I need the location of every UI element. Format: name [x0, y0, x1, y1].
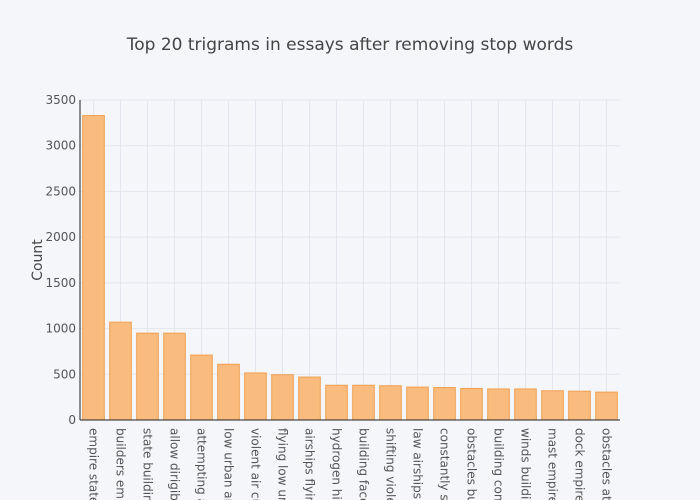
bar	[433, 387, 456, 421]
bar	[352, 384, 375, 421]
bar	[325, 384, 348, 421]
x-tick-label: hydrogen hig	[330, 428, 344, 500]
x-tick-label: law airships t	[411, 428, 425, 500]
bar	[379, 385, 402, 421]
bar	[298, 376, 321, 421]
y-tick-label: 2500	[45, 184, 76, 198]
bar	[595, 391, 618, 421]
bar	[217, 363, 240, 421]
bar	[271, 374, 294, 421]
x-tick-label: state buildin	[141, 428, 155, 500]
bar	[568, 390, 591, 421]
x-tick-label: building face	[357, 428, 371, 500]
x-tick-label: allow dirigibl	[168, 428, 182, 500]
x-tick-label: airships flyin	[303, 428, 317, 500]
y-tick-label: 1000	[45, 322, 76, 336]
y-axis-title: Count	[30, 239, 46, 281]
bar	[82, 115, 105, 421]
bar	[487, 388, 510, 421]
chart-title: Top 20 trigrams in essays after removing…	[126, 35, 574, 55]
bars	[82, 115, 618, 421]
x-tick-label: flying low urb	[276, 428, 290, 500]
x-tick-label: obstacles att	[600, 428, 614, 500]
bar	[136, 332, 159, 421]
x-tick-label: constantly sh	[438, 428, 452, 500]
bar	[460, 387, 483, 421]
x-tick-label: dock empire	[573, 428, 587, 500]
bar	[190, 354, 213, 421]
x-tick-label: obstacles bu	[465, 428, 479, 500]
x-tick-label: shifting viole	[384, 428, 398, 500]
x-tick-label: violent air cu	[249, 428, 263, 500]
x-tick-label: mast empire	[546, 428, 560, 500]
y-tick-label: 3500	[45, 93, 76, 107]
bar	[514, 388, 537, 421]
labels: 0 500 1000 1500 2000 2500 3000 3500 empire state…	[45, 93, 613, 500]
x-tick-label: attempting a	[195, 428, 209, 500]
x-tick-label: empire state	[87, 428, 101, 500]
y-tick-label: 500	[53, 367, 76, 381]
y-tick-label: 2000	[45, 230, 76, 244]
y-tick-label: 0	[68, 413, 76, 427]
x-tick-label: builders emp	[114, 428, 128, 500]
x-tick-label: building con	[492, 428, 506, 500]
y-tick-label: 1500	[45, 276, 76, 290]
bar	[109, 321, 132, 421]
bar	[541, 390, 564, 421]
y-tick-label: 3000	[45, 139, 76, 153]
bar	[163, 332, 186, 421]
x-tick-label: low urban ar	[222, 428, 236, 500]
x-tick-label: winds buildin	[519, 428, 533, 500]
bar	[406, 386, 429, 421]
bar	[244, 372, 267, 421]
